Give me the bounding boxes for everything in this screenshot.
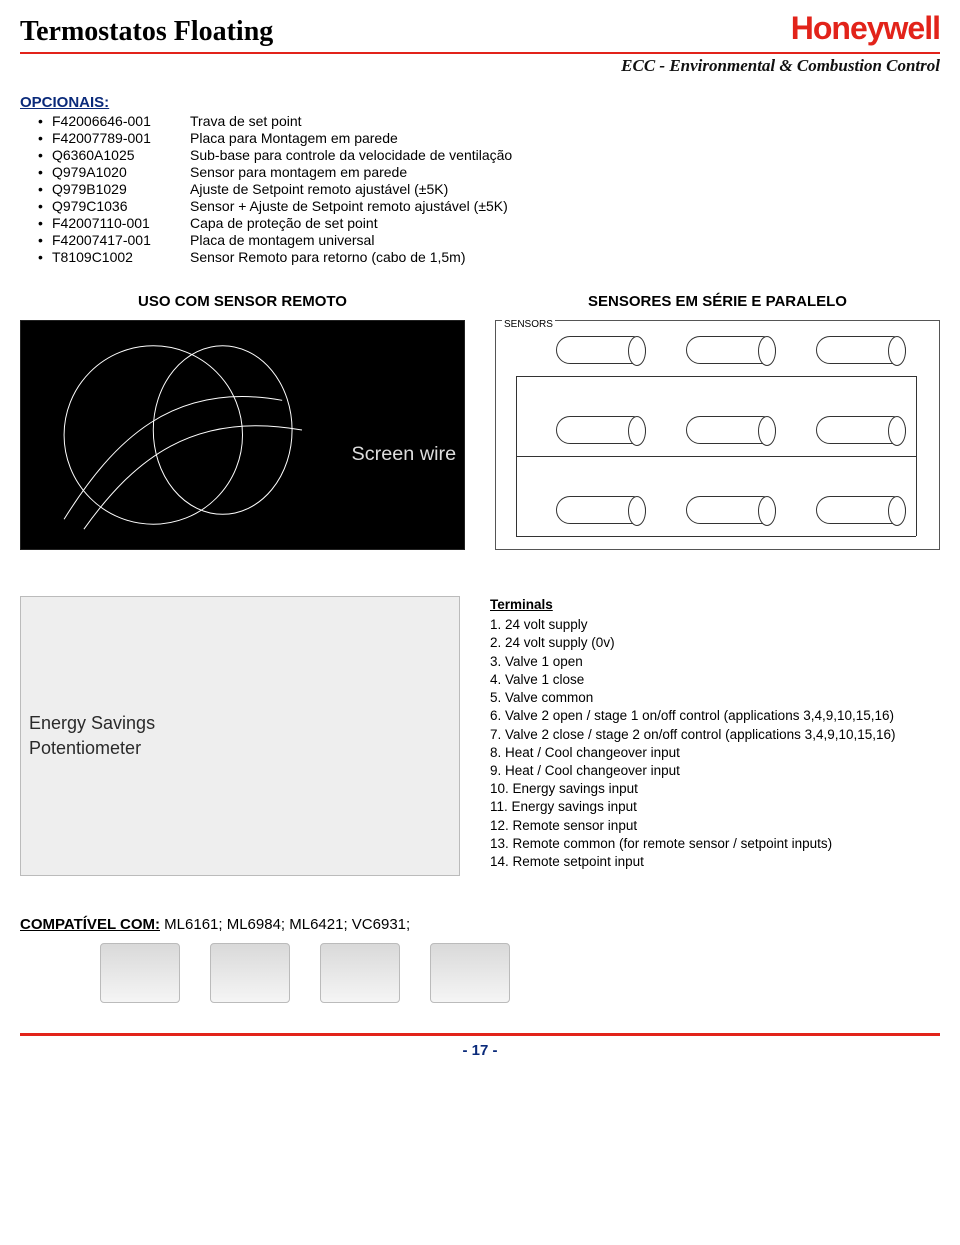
compat-models: ML6161; ML6984; ML6421; VC6931; — [160, 916, 410, 933]
page-title: Termostatos Floating — [20, 16, 273, 48]
terminal-line: 6. Valve 2 open / stage 1 on/off control… — [490, 707, 940, 725]
opt-code: F42007417-001 — [52, 232, 190, 248]
opt-desc: Sensor para montagem em parede — [190, 164, 940, 180]
opt-desc: Capa de proteção de set point — [190, 215, 940, 231]
remote-sensor-svg: Screen wire — [21, 321, 464, 549]
figure-left-col: USO COM SENSOR REMOTO Screen wire — [20, 293, 465, 550]
sensor-icon — [816, 336, 906, 364]
terminal-line: 11. Energy savings input — [490, 798, 940, 816]
opt-code: Q6360A1025 — [52, 147, 190, 163]
opt-code: Q979B1029 — [52, 181, 190, 197]
opt-desc: Placa de montagem universal — [190, 232, 940, 248]
compat-section: COMPATÍVEL COM: ML6161; ML6984; ML6421; … — [20, 916, 940, 1003]
optional-row: •F42006646-001Trava de set point — [38, 113, 940, 129]
opt-desc: Ajuste de Setpoint remoto ajustável (±5K… — [190, 181, 940, 197]
footer-rule — [20, 1033, 940, 1036]
fig2-line2: Potentiometer — [29, 736, 155, 761]
sensor-icon — [686, 496, 776, 524]
sensor-icon — [556, 496, 646, 524]
sensor-icon — [556, 336, 646, 364]
wire-line — [516, 376, 517, 536]
terminals-row: Energy Savings Potentiometer Terminals 1… — [20, 596, 940, 876]
terminal-line: 2. 24 volt supply (0v) — [490, 634, 940, 652]
product-thumb — [100, 943, 180, 1003]
page-header: Termostatos Floating Honeywell — [20, 10, 940, 48]
terminal-line: 3. Valve 1 open — [490, 653, 940, 671]
sensor-icon — [816, 496, 906, 524]
opt-desc: Trava de set point — [190, 113, 940, 129]
optional-row: •Q979B1029Ajuste de Setpoint remoto ajus… — [38, 181, 940, 197]
opt-code: F42006646-001 — [52, 113, 190, 129]
header-rule — [20, 52, 940, 54]
sensor-icon — [816, 416, 906, 444]
product-images-row — [100, 943, 940, 1003]
opt-code: Q979C1036 — [52, 198, 190, 214]
sensor-icon — [686, 336, 776, 364]
opt-code: F42007789-001 — [52, 130, 190, 146]
wiring-figure-text: Energy Savings Potentiometer — [29, 711, 155, 761]
optional-row: •Q979A1020Sensor para montagem em parede — [38, 164, 940, 180]
terminal-line: 14. Remote setpoint input — [490, 853, 940, 871]
optional-row: •F42007417-001Placa de montagem universa… — [38, 232, 940, 248]
optionals-label: OPCIONAIS: — [20, 94, 109, 111]
product-thumb — [430, 943, 510, 1003]
terminal-line: 8. Heat / Cool changeover input — [490, 744, 940, 762]
sensor-icon — [686, 416, 776, 444]
optional-row: •T8109C1002Sensor Remoto para retorno (c… — [38, 249, 940, 265]
wire-line — [516, 536, 916, 537]
subbrand-text: ECC - Environmental & Combustion Control — [20, 56, 940, 76]
remote-sensor-figure: Screen wire — [20, 320, 465, 550]
terminal-line: 5. Valve common — [490, 689, 940, 707]
figure-right-col: SENSORES EM SÉRIE E PARALELO SENSORS — [495, 293, 940, 550]
sensors-label: SENSORS — [502, 319, 555, 330]
terminal-line: 7. Valve 2 close / stage 2 on/off contro… — [490, 726, 940, 744]
wire-line — [516, 376, 916, 377]
terminals-title: Terminals — [490, 596, 940, 614]
svg-text:Screen wire: Screen wire — [352, 443, 457, 465]
terminal-line: 9. Heat / Cool changeover input — [490, 762, 940, 780]
opt-desc: Placa para Montagem em parede — [190, 130, 940, 146]
opt-desc: Sensor Remoto para retorno (cabo de 1,5m… — [190, 249, 940, 265]
optional-row: •Q6360A1025Sub-base para controle da vel… — [38, 147, 940, 163]
terminals-block: Terminals 1. 24 volt supply 2. 24 volt s… — [490, 596, 940, 876]
wiring-figure: Energy Savings Potentiometer — [20, 596, 460, 876]
optionals-list: •F42006646-001Trava de set point •F42007… — [38, 113, 940, 265]
terminal-line: 12. Remote sensor input — [490, 817, 940, 835]
sensor-icon — [556, 416, 646, 444]
figure-left-title: USO COM SENSOR REMOTO — [20, 293, 465, 310]
sensors-diagram: SENSORS — [495, 320, 940, 550]
compat-label: COMPATÍVEL COM: — [20, 916, 160, 933]
brand-logo: Honeywell — [791, 10, 940, 47]
opt-code: T8109C1002 — [52, 249, 190, 265]
optional-row: •F42007110-001Capa de proteção de set po… — [38, 215, 940, 231]
optional-row: •F42007789-001Placa para Montagem em par… — [38, 130, 940, 146]
opt-code: F42007110-001 — [52, 215, 190, 231]
terminal-line: 1. 24 volt supply — [490, 616, 940, 634]
terminal-line: 13. Remote common (for remote sensor / s… — [490, 835, 940, 853]
optional-row: •Q979C1036Sensor + Ajuste de Setpoint re… — [38, 198, 940, 214]
terminal-line: 10. Energy savings input — [490, 780, 940, 798]
opt-desc: Sensor + Ajuste de Setpoint remoto ajust… — [190, 198, 940, 214]
figures-row: USO COM SENSOR REMOTO Screen wire SENSOR… — [20, 293, 940, 550]
opt-code: Q979A1020 — [52, 164, 190, 180]
figure-right-title: SENSORES EM SÉRIE E PARALELO — [495, 293, 940, 310]
product-thumb — [320, 943, 400, 1003]
fig2-line1: Energy Savings — [29, 711, 155, 736]
page-number: - 17 - — [20, 1042, 940, 1059]
product-thumb — [210, 943, 290, 1003]
wire-line — [516, 456, 916, 457]
optionals-section: OPCIONAIS: •F42006646-001Trava de set po… — [20, 94, 940, 265]
wire-line — [916, 376, 917, 536]
terminal-line: 4. Valve 1 close — [490, 671, 940, 689]
opt-desc: Sub-base para controle da velocidade de … — [190, 147, 940, 163]
